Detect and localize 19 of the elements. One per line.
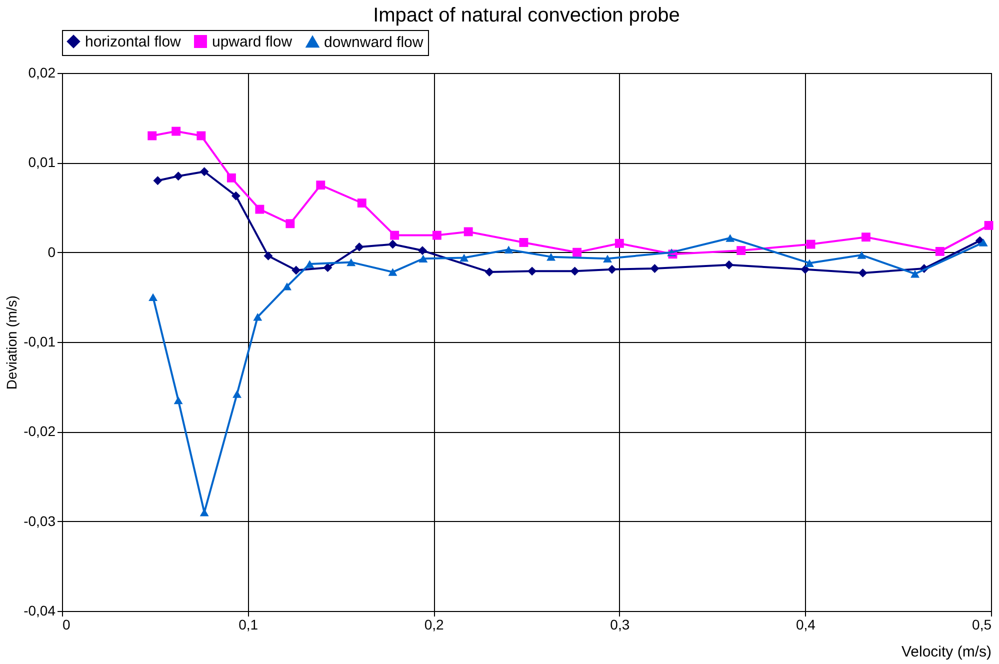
y-tick-label: -0,03	[24, 512, 56, 529]
y-tick-label: 0	[48, 244, 56, 260]
x-tick-label: 0	[62, 616, 70, 632]
y-tick-label: 0,01	[28, 154, 56, 170]
y-tick-label: 0,02	[28, 64, 56, 80]
legend-label: horizontal flow	[85, 34, 182, 51]
legend-label: downward flow	[324, 34, 424, 51]
x-tick-label: 0,4	[796, 616, 816, 632]
x-tick-label: 0,1	[238, 616, 258, 632]
x-tick-label: 0,5	[972, 616, 992, 632]
x-tick-label: 0,2	[424, 616, 444, 632]
x-axis-title: Velocity (m/s)	[901, 644, 992, 660]
y-tick-label: -0,04	[24, 602, 56, 618]
y-tick-label: -0,02	[24, 423, 56, 440]
x-tick-label: 0,3	[610, 616, 630, 632]
y-tick-label: -0,01	[24, 334, 56, 350]
legend-label: upward flow	[212, 34, 292, 51]
chart-title: Impact of natural convection probe	[373, 4, 680, 26]
y-axis-title: Deviation (m/s)	[4, 295, 20, 390]
